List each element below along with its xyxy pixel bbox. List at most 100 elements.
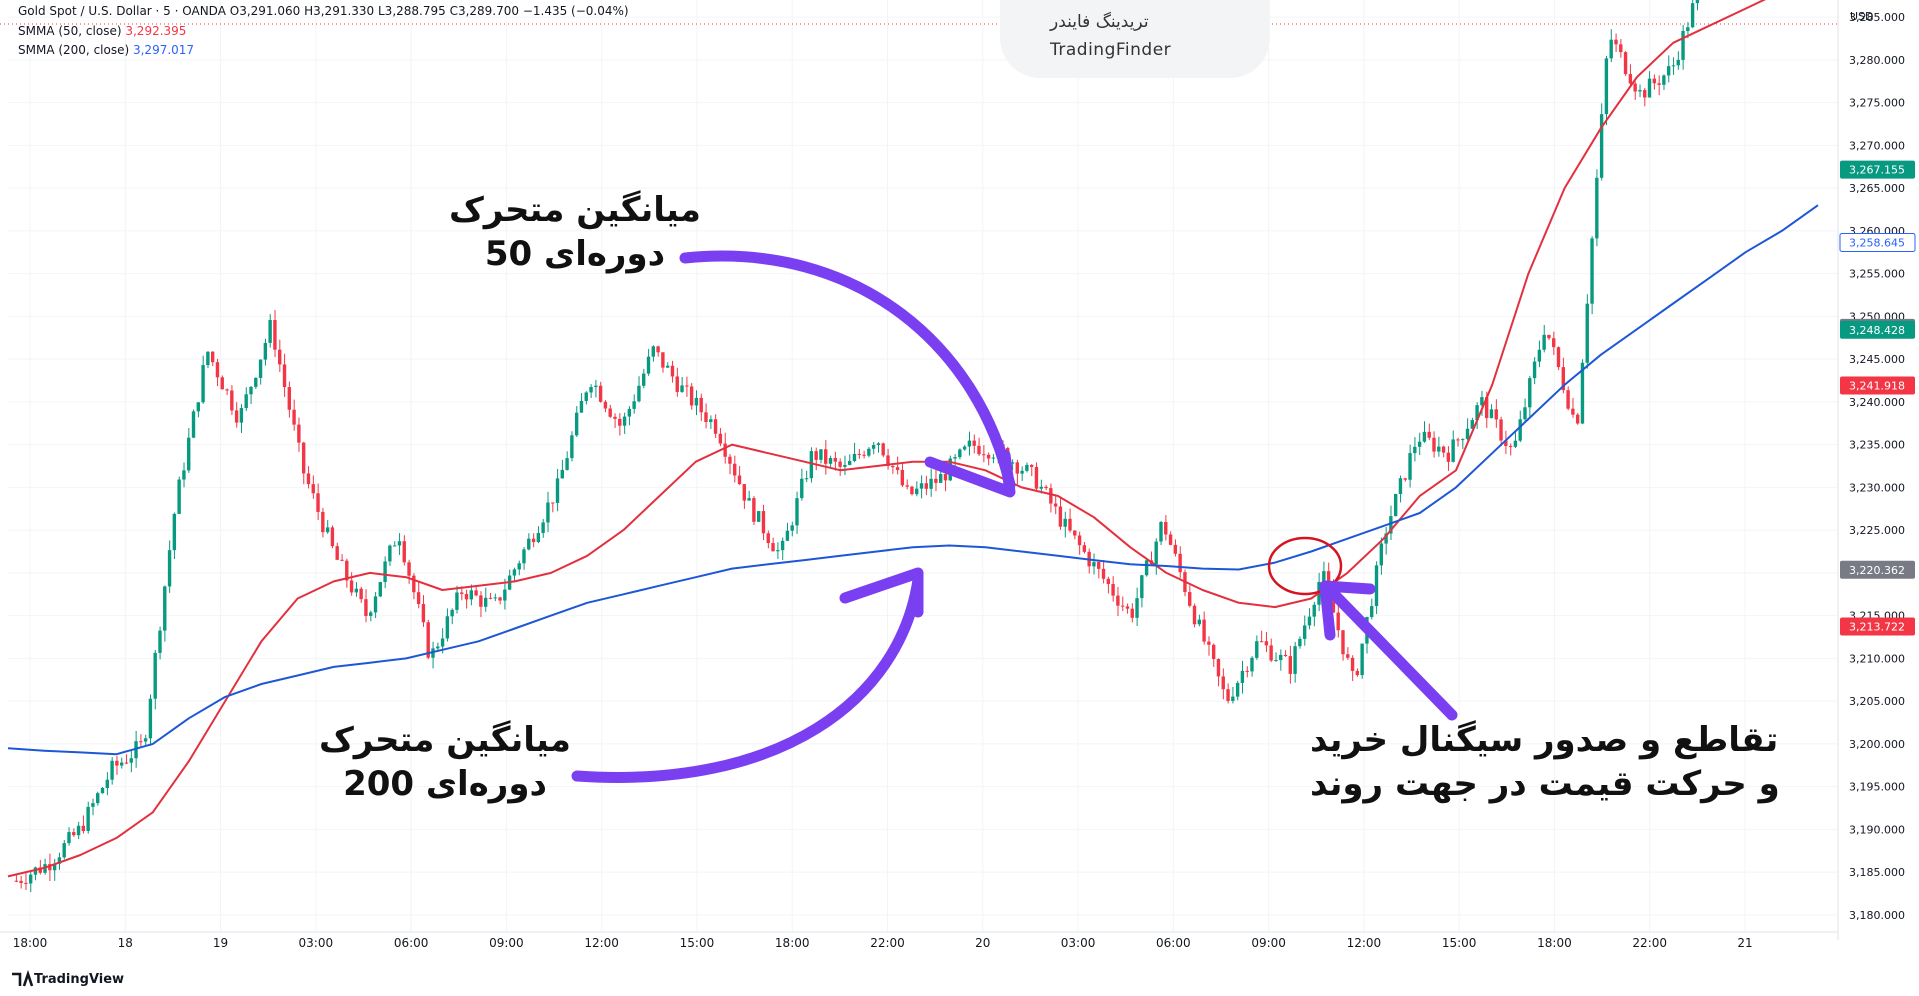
candle-body	[1293, 646, 1297, 674]
candle-body	[1484, 397, 1489, 419]
candle-body	[110, 760, 114, 780]
candle-body	[273, 320, 277, 350]
candle-body	[795, 498, 799, 526]
candle-body	[1053, 503, 1058, 507]
candle-body	[915, 488, 919, 495]
candle-body	[905, 485, 909, 487]
candle-body	[1604, 58, 1609, 115]
candle-body	[1595, 177, 1599, 239]
candle-body	[402, 541, 406, 563]
candle-body	[354, 588, 359, 593]
candle-body	[742, 484, 746, 501]
candle-body	[675, 376, 679, 392]
candle-body	[225, 389, 229, 391]
candle-body	[1068, 518, 1072, 531]
x-tick-label: 03:00	[1061, 936, 1096, 950]
candle-body	[1240, 670, 1245, 683]
price-badge-label: 3,220.362	[1849, 564, 1905, 577]
candle-body	[895, 467, 900, 470]
candle-body	[1159, 521, 1163, 542]
candle-body	[1432, 437, 1436, 452]
crossover-circle	[1267, 536, 1343, 596]
candle-body	[196, 402, 200, 412]
tradingview-brand[interactable]: TradingView	[34, 972, 124, 987]
candle-body	[574, 412, 579, 436]
annotation-ma200-line1: میانگین متحرک	[319, 720, 571, 760]
annotation-ma50-line2: 50 دوره‌ای	[484, 234, 666, 274]
annotation-ma200: میانگین متحرک 200 دوره‌ای	[315, 718, 575, 806]
candle-body	[115, 760, 119, 766]
annotation-ma50: میانگین متحرک 50 دوره‌ای	[445, 188, 705, 276]
price-badge	[1840, 320, 1915, 339]
legend-ma50-label: SMMA (50, close)	[18, 24, 122, 38]
candle-body	[67, 832, 71, 844]
x-tick-label: 21	[1737, 936, 1752, 950]
symbol-info-line[interactable]: Gold Spot / U.S. Dollar · 5 · OANDA O3,2…	[18, 4, 629, 18]
x-tick-label: 22:00	[1632, 936, 1667, 950]
candle-body	[536, 533, 541, 543]
candle-body	[627, 408, 632, 417]
candle-body	[1202, 619, 1206, 642]
candlesticks	[14, 0, 1700, 893]
legend-ma200[interactable]: SMMA (200, close) 3,297.017	[18, 43, 194, 57]
candle-body	[709, 419, 713, 422]
symbol-title[interactable]: Gold Spot / U.S. Dollar · 5 · OANDA	[18, 4, 226, 18]
candle-body	[814, 451, 818, 460]
candle-body	[76, 825, 81, 836]
candle-body	[206, 351, 210, 366]
ma200-line	[7, 204, 1819, 756]
candle-body	[1326, 571, 1331, 591]
candle-body	[761, 511, 766, 534]
candle-body	[1671, 65, 1676, 67]
candle-body	[282, 364, 287, 388]
candle-body	[1073, 530, 1077, 536]
candle-body	[656, 346, 660, 353]
candle-body	[929, 478, 933, 489]
y-tick-label: 3,210.000	[1849, 652, 1905, 665]
candle-body	[1116, 595, 1120, 606]
candle-body	[129, 758, 133, 763]
candle-body	[340, 559, 344, 561]
candle-body	[847, 460, 852, 465]
candle-body	[1508, 445, 1513, 447]
candle-body	[86, 806, 90, 831]
candle-body	[450, 609, 454, 617]
candle-body	[665, 365, 670, 368]
candle-body	[1274, 660, 1278, 662]
candle-body	[1154, 541, 1158, 565]
candle-body	[1590, 238, 1594, 304]
annotation-ma200-line2: 200 دوره‌ای	[343, 764, 547, 804]
candle-body	[1552, 338, 1556, 348]
candle-body	[28, 874, 33, 884]
candle-body	[316, 493, 320, 512]
legend-ma50[interactable]: SMMA (50, close) 3,292.395	[18, 24, 186, 38]
ohlc-values: O3,291.060 H3,291.330 L3,288.795 C3,289.…	[229, 4, 629, 18]
candle-body	[1235, 682, 1240, 697]
candle-body	[91, 803, 95, 807]
candle-body	[785, 530, 790, 541]
candle-body	[1130, 608, 1134, 618]
candle-body	[1504, 440, 1508, 446]
y-tick-label: 3,255.000	[1849, 268, 1905, 281]
candle-body	[570, 435, 574, 459]
candle-body	[445, 616, 450, 639]
candle-body	[1566, 390, 1570, 409]
candle-body	[72, 832, 76, 836]
candle-body	[1413, 446, 1417, 454]
candle-body	[1480, 397, 1484, 406]
candle-body	[1164, 521, 1168, 535]
axes: 3,180.000 3,185.000 3,190.000 3,195.000 3,20…	[13, 10, 1905, 950]
candle-body	[1370, 606, 1374, 617]
candle-body	[1556, 347, 1561, 368]
candle-body	[412, 575, 416, 593]
candle-body	[790, 525, 794, 531]
candle-body	[139, 741, 143, 743]
x-tick-label: 12:00	[584, 936, 619, 950]
legend-ma200-label: SMMA (200, close)	[18, 43, 130, 57]
candle-body	[1350, 657, 1355, 671]
candle-body	[1470, 420, 1474, 429]
currency-label: USD	[1850, 10, 1874, 23]
y-tick-label: 3,275.000	[1849, 97, 1905, 110]
candle-body	[733, 463, 737, 476]
